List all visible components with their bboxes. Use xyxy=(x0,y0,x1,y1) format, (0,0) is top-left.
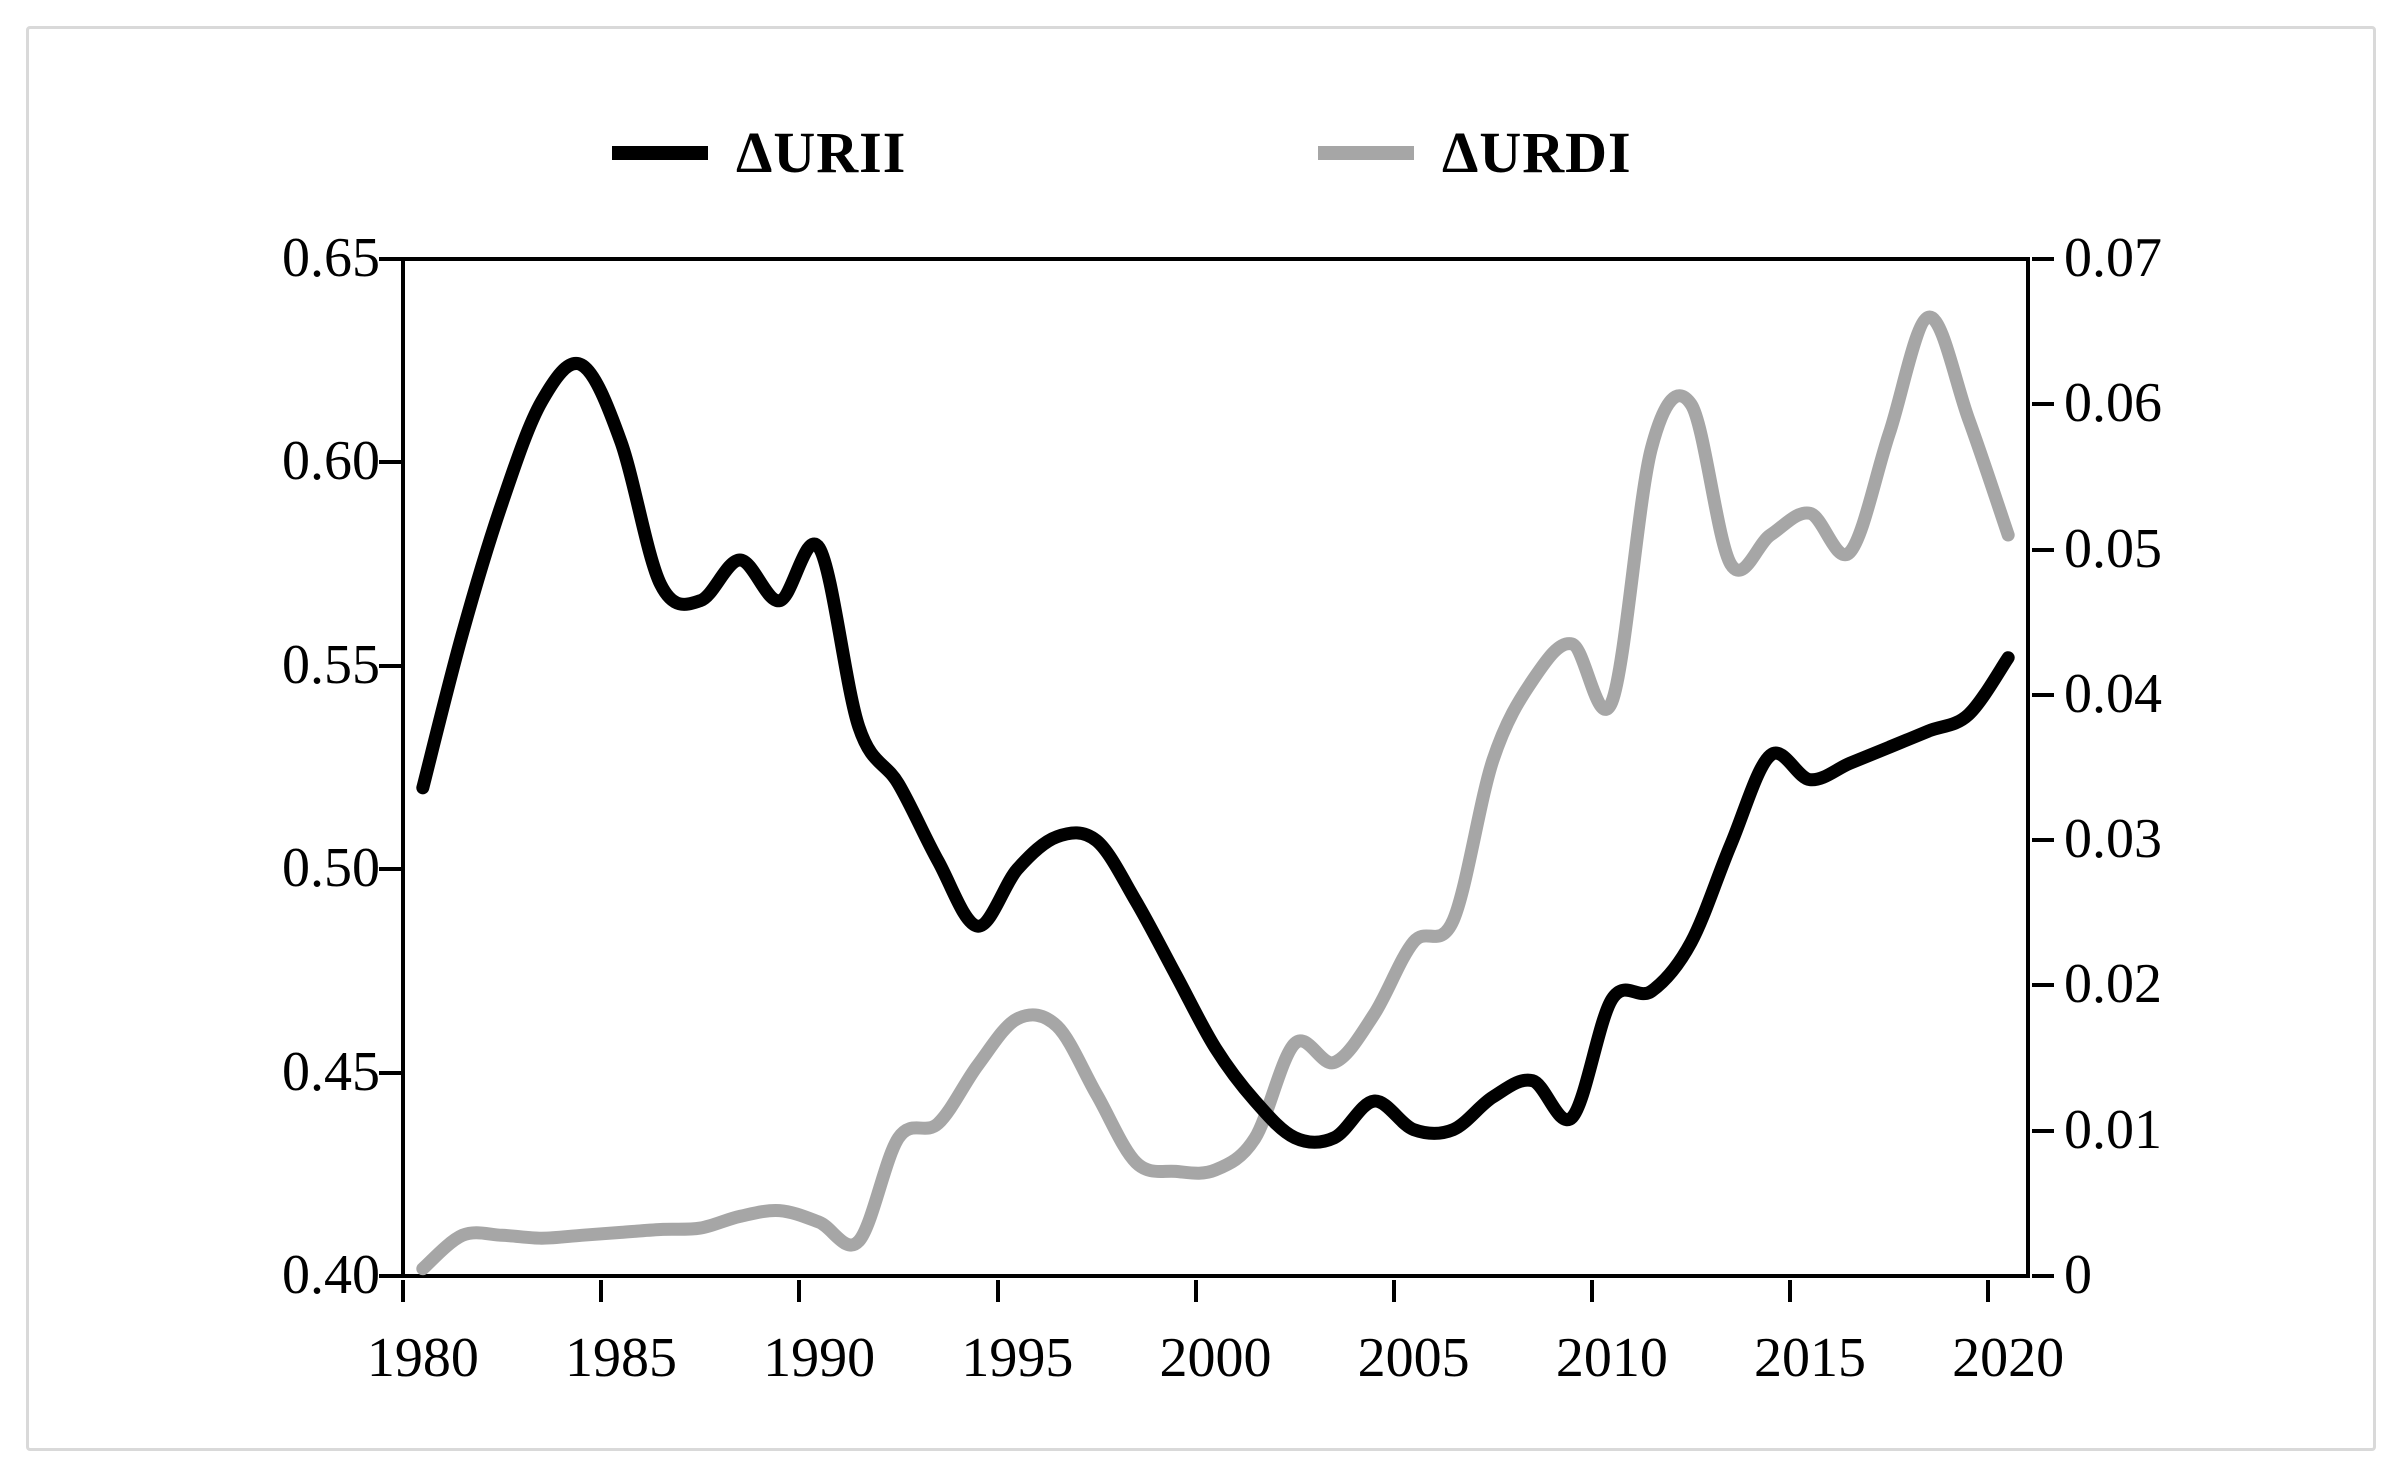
x-axis-tick xyxy=(1193,1280,1198,1302)
y-axis-left-tick xyxy=(379,1274,401,1278)
y-axis-right-tick xyxy=(2032,402,2054,407)
x-axis-tick-label: 1995 xyxy=(961,1327,1074,1389)
y-axis-right-tick-label: 0.02 xyxy=(2064,953,2162,1016)
x-axis-tick-label: 2010 xyxy=(1555,1327,1668,1389)
x-axis-tick xyxy=(995,1280,1000,1302)
y-axis-right-tick-label: 0.07 xyxy=(2064,227,2162,289)
y-axis-right-tick xyxy=(2032,547,2054,552)
x-axis-tick xyxy=(1391,1280,1396,1302)
y-axis-left-tick-label: 0.55 xyxy=(282,633,380,696)
x-axis-tick-label: 2020 xyxy=(1952,1327,2065,1389)
y-axis-right-tick xyxy=(2032,1274,2054,1278)
y-axis-left-tick xyxy=(379,1070,401,1075)
plot-area xyxy=(401,257,2030,1278)
y-axis-left-tick xyxy=(379,257,401,261)
y-axis-right-tick-label: 0.01 xyxy=(2064,1098,2162,1161)
legend-item-urii: ΔURII xyxy=(612,118,906,188)
line-urdi xyxy=(416,310,2015,1276)
y-axis-right-tick xyxy=(2032,1128,2054,1133)
x-axis-tick-label: 2000 xyxy=(1159,1327,1272,1389)
legend-label-urii: ΔURII xyxy=(736,120,907,185)
x-axis-tick xyxy=(1788,1280,1793,1302)
y-axis-right-tick-label: 0.04 xyxy=(2064,662,2162,725)
y-axis-right-tick-label: 0 xyxy=(2064,1244,2092,1306)
y-axis-right-tick xyxy=(2032,692,2054,697)
y-axis-left-tick xyxy=(379,460,401,465)
y-axis-left-tick-label: 0.45 xyxy=(282,1040,380,1103)
x-axis-tick xyxy=(1986,1280,1991,1302)
legend-item-urdi: ΔURDI xyxy=(1318,118,1632,188)
legend-line-swatch-urii xyxy=(612,146,708,160)
x-axis-tick xyxy=(401,1280,405,1302)
legend-label-urdi: ΔURDI xyxy=(1442,120,1632,185)
y-axis-left-tick-label: 0.50 xyxy=(282,837,380,900)
y-axis-right-tick-label: 0.05 xyxy=(2064,517,2162,580)
y-axis-left-tick-label: 0.40 xyxy=(282,1244,380,1306)
x-axis-tick-label: 1985 xyxy=(564,1327,677,1389)
y-axis-right-tick xyxy=(2032,257,2054,261)
x-axis-tick xyxy=(1590,1280,1595,1302)
y-axis-left-tick xyxy=(379,663,401,668)
line-urii xyxy=(416,357,2015,1149)
y-axis-left-tick-label: 0.60 xyxy=(282,430,380,493)
x-axis-tick-label: 1980 xyxy=(366,1327,479,1389)
x-axis-tick xyxy=(797,1280,802,1302)
legend-line-swatch-urdi xyxy=(1318,146,1414,160)
y-axis-right-tick-label: 0.03 xyxy=(2064,808,2162,871)
y-axis-left-tick xyxy=(379,867,401,872)
y-axis-right-tick xyxy=(2032,983,2054,988)
x-axis-tick xyxy=(599,1280,604,1302)
y-axis-right-tick xyxy=(2032,838,2054,843)
x-axis-tick-label: 1990 xyxy=(763,1327,876,1389)
y-axis-right-tick-label: 0.06 xyxy=(2064,372,2162,435)
x-axis-tick-label: 2005 xyxy=(1357,1327,1470,1389)
y-axis-left-tick-label: 0.65 xyxy=(282,227,380,289)
x-axis-tick-label: 2015 xyxy=(1754,1327,1866,1389)
